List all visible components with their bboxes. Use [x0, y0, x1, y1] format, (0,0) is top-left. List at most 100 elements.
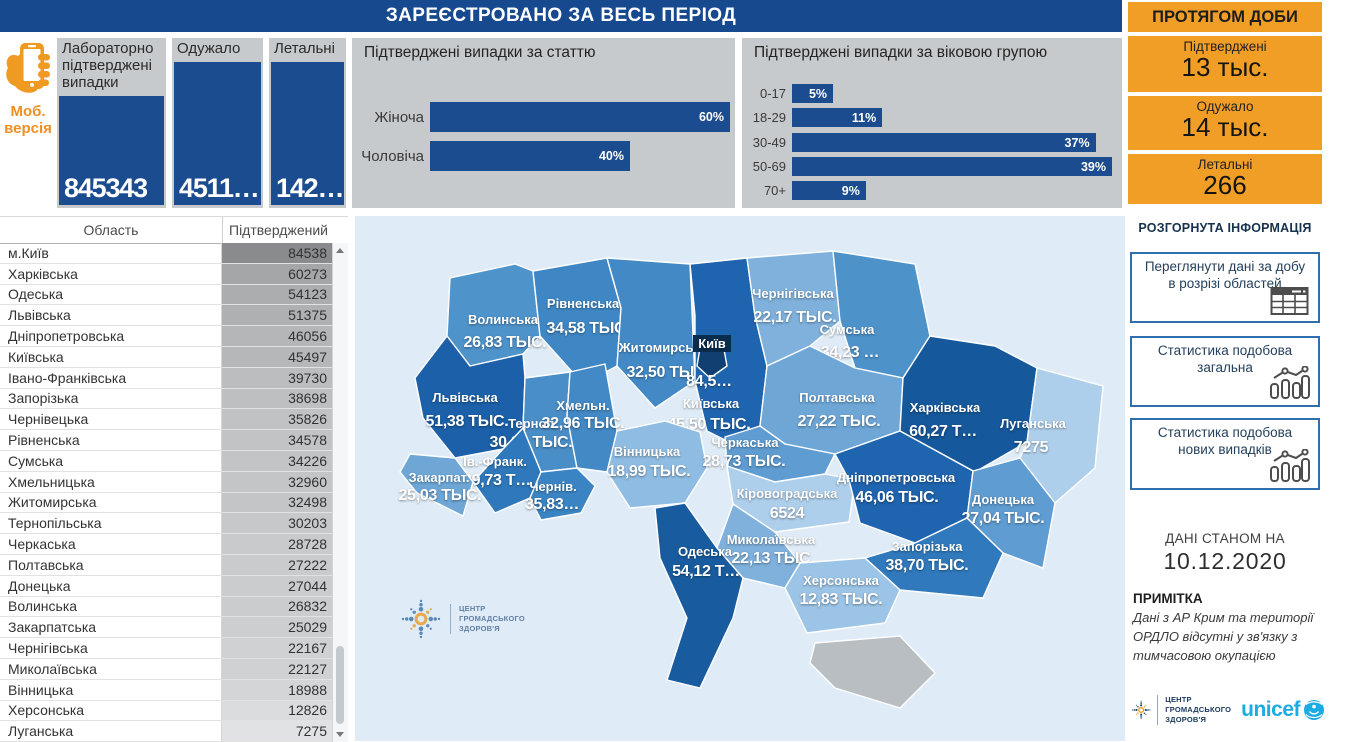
svg-text:34,23 …: 34,23 …: [821, 344, 879, 361]
svg-text:Дніпропетровська: Дніпропетровська: [837, 470, 956, 485]
table-row[interactable]: Запорізька 38698: [0, 388, 333, 410]
bar-age-50-69[interactable]: 39%: [792, 157, 1112, 176]
table-row[interactable]: Луганська 7275: [0, 721, 333, 742]
map-region-poltava[interactable]: Полтавська 27,22 ТЫС.: [759, 345, 904, 455]
bar-value-label: 5%: [808, 86, 828, 101]
bar-value-label: 39%: [1080, 159, 1106, 174]
map-region-kharkiv[interactable]: Харківська 60,27 Т…: [899, 335, 1038, 473]
svg-text:Чернів.: Чернів.: [529, 479, 576, 494]
table-scrollbar[interactable]: [332, 243, 348, 742]
category-label: 30-49: [752, 135, 786, 150]
column-header-region[interactable]: Область: [0, 217, 223, 243]
map-region-zakarpattia[interactable]: Закарпат. 25,03 ТЫС.: [399, 453, 482, 517]
map-region-mykolaiv[interactable]: Миколаївська 22,13 ТЫС.: [716, 503, 816, 589]
table-row[interactable]: Полтавська 27222: [0, 554, 333, 576]
map-region-cherkasy[interactable]: Черкаська 28,73 ТЫС.: [703, 425, 836, 483]
map-region-rivne[interactable]: Рівненська 34,58 ТЫС.: [532, 257, 630, 385]
map-region-kyiv-city[interactable]: Київ 84,5…: [686, 335, 732, 390]
svg-text:39,73 Т…: 39,73 Т…: [463, 472, 531, 489]
table-row[interactable]: Хмельницька 32960: [0, 471, 333, 493]
gender-chart-title: Підтверджені випадки за статтю: [364, 44, 596, 61]
map-region-kherson[interactable]: Херсонська 12,83 ТЫС.: [784, 557, 901, 634]
bar-age-30-49[interactable]: 37%: [792, 133, 1096, 152]
table-row[interactable]: Житомирська 32498: [0, 492, 333, 514]
scroll-down-icon[interactable]: [336, 732, 344, 737]
bar-age-0-17[interactable]: 5%: [792, 84, 834, 103]
kpi-value-box: 4511…: [174, 62, 261, 205]
bar-track: 40%: [430, 141, 730, 171]
scroll-thumb[interactable]: [336, 646, 344, 724]
map-region-sumy[interactable]: Сумська 34,23 …: [820, 250, 931, 379]
table-row[interactable]: Рівненська 34578: [0, 430, 333, 451]
bar-track: 9%: [792, 181, 1112, 200]
bar-age-70plus[interactable]: 9%: [792, 181, 866, 200]
button-hourly-stats-new-cases[interactable]: Статистика подобова нових випадків: [1130, 418, 1320, 490]
map-region-zhytomyr[interactable]: Житомирська 32,50 ТЫС.: [606, 257, 710, 409]
table-row[interactable]: Херсонська 12826: [0, 700, 333, 722]
table-row[interactable]: Дніпропетровська 46056: [0, 326, 333, 347]
table-row[interactable]: Харківська 60273: [0, 263, 333, 285]
table-row[interactable]: Вінницька 18988: [0, 679, 333, 701]
map-region-odesa[interactable]: Одеська 54,12 Т…: [654, 502, 744, 689]
map-region-kirovohrad[interactable]: Кіровоградська 6524: [726, 465, 856, 533]
scroll-up-icon[interactable]: [336, 248, 344, 253]
map-region-khmelnytskyi[interactable]: Хмельн. 32,96 ТЫС.: [542, 363, 625, 473]
map-region-ivano-frankivsk[interactable]: Ів.-Франк. 39,73 Т…: [463, 427, 542, 514]
bar-age-18-29[interactable]: 11%: [792, 108, 883, 127]
button-daily-by-region[interactable]: Переглянути дані за добу в розрізі облас…: [1130, 252, 1320, 323]
bar-value-label: 37%: [1064, 135, 1090, 150]
svg-text:51,38 ТЫС.: 51,38 ТЫС.: [426, 413, 509, 430]
svg-text:54,12 Т…: 54,12 Т…: [672, 563, 740, 580]
svg-text:Львівська: Львівська: [432, 390, 498, 405]
table-row[interactable]: Сумська 34226: [0, 450, 333, 472]
table-row[interactable]: Одеська 54123: [0, 284, 333, 306]
button-hourly-stats-total[interactable]: Статистика подобова загальна: [1130, 336, 1320, 407]
svg-text:26,83 ТЫС.: 26,83 ТЫС.: [464, 334, 547, 351]
footer-logos: ЦЕНТР ГРОМАДСЬКОГО ЗДОРОВ'Я unicef: [1131, 685, 1325, 735]
age-bar-row: 18-29 11%: [742, 108, 1112, 127]
map-region-volyn[interactable]: Волинська 26,83 ТЫС.: [446, 263, 547, 367]
map-region-donetsk[interactable]: Донецька 27,04 ТЫС.: [962, 457, 1056, 569]
kpi-value: 142…: [276, 173, 344, 203]
kyiv-label-box: [693, 335, 731, 352]
map-region-chernivtsi[interactable]: Чернів. 35,83…: [525, 467, 596, 521]
map-region-vinnytsia[interactable]: Вінницька 18,99 ТЫС.: [606, 420, 708, 509]
svg-text:Луганська: Луганська: [1000, 416, 1067, 431]
table-row[interactable]: Тернопільська 30203: [0, 513, 333, 535]
map-region-dnipro[interactable]: Дніпропетровська 46,06 ТЫС.: [834, 430, 974, 544]
mobile-version-link[interactable]: Моб. версія: [0, 38, 56, 206]
kpi-tile-confirmed-total: Лабораторно підтверджені випадки 845343: [57, 38, 166, 208]
kpi-value: 845343: [64, 173, 147, 203]
table-row[interactable]: Черкаська 28728: [0, 534, 333, 555]
table-row[interactable]: Миколаївська 22127: [0, 658, 333, 680]
age-bar-row: 70+ 9%: [742, 181, 1112, 200]
map-region-crimea[interactable]: [809, 635, 936, 709]
map-region-lviv[interactable]: Львівська 51,38 ТЫС.: [414, 335, 526, 459]
age-chart-title: Підтверджені випадки за віковою групою: [754, 44, 1048, 61]
table-row[interactable]: Чернівецька 35826: [0, 409, 333, 431]
svg-text:Сумська: Сумська: [820, 322, 876, 337]
unicef-globe-icon: [1304, 700, 1324, 720]
table-row[interactable]: Закарпатська 25029: [0, 617, 333, 639]
phc-watermark-logo: ЦЕНТР ГРОМАДСЬКОГО ЗДОРОВ'Я: [400, 598, 525, 640]
gender-chart: Підтверджені випадки за статтю Жіноча 60…: [352, 38, 735, 208]
unicef-logo: unicef: [1241, 698, 1325, 722]
table-row[interactable]: м.Київ 84538: [0, 243, 333, 264]
svg-text:Кіровоградська: Кіровоградська: [737, 486, 839, 501]
svg-text:35,83…: 35,83…: [525, 496, 579, 513]
map-region-zaporizhzhia[interactable]: Запорізька 38,70 ТЫС.: [864, 517, 1004, 599]
table-row[interactable]: Донецька 27044: [0, 575, 333, 597]
table-row[interactable]: Київська 45497: [0, 346, 333, 368]
column-header-confirmed[interactable]: Підтверджений: [229, 222, 328, 238]
kpi-label: Одужало: [177, 40, 241, 57]
kpi-value: 4511…: [179, 173, 259, 203]
bar-chart-trend-icon: [1270, 449, 1310, 482]
bar-male[interactable]: 40%: [430, 141, 630, 171]
svg-text:46,06 ТЫС.: 46,06 ТЫС.: [856, 489, 939, 506]
bar-female[interactable]: 60%: [430, 102, 730, 132]
table-row[interactable]: Волинська 26832: [0, 596, 333, 618]
table-row[interactable]: Чернігівська 22167: [0, 638, 333, 659]
table-row[interactable]: Івано-Франківська 39730: [0, 367, 333, 389]
table-row[interactable]: Львівська 51375: [0, 305, 333, 327]
